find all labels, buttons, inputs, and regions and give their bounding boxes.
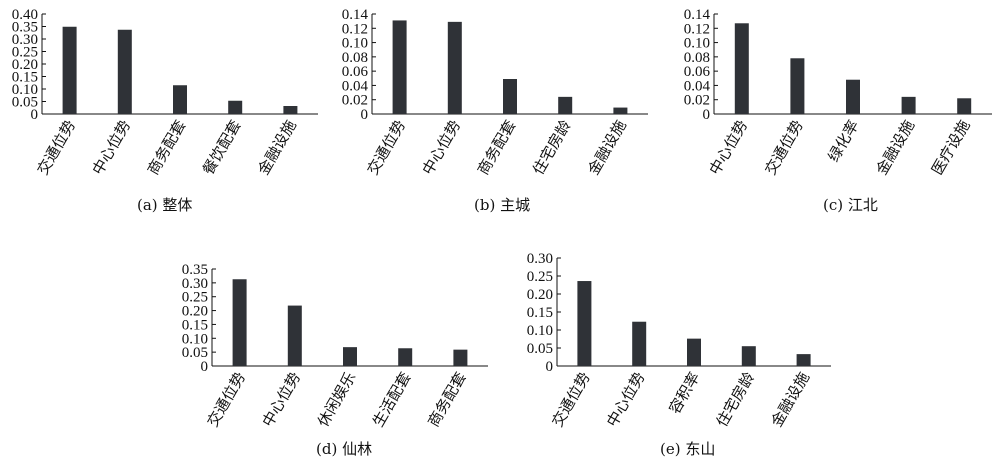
chart-d-ytick-label: 0.05 <box>182 345 208 361</box>
chart-b-bar <box>613 107 628 114</box>
chart-b-ytick-label: 0.06 <box>342 64 369 80</box>
chart-a-bar <box>62 26 77 114</box>
chart-a-bar <box>228 100 243 114</box>
chart-a-ytick-label: 0.05 <box>12 95 38 111</box>
chart-b-ytick-label: 0 <box>361 107 369 123</box>
chart-c-bar <box>901 96 916 114</box>
chart-e-bar <box>796 354 811 366</box>
chart-d-bar <box>343 347 357 366</box>
chart-d-bar <box>232 279 247 366</box>
chart-a-ytick-label: 0.20 <box>12 57 38 73</box>
chart-b-ytick-label: 0.08 <box>342 50 368 66</box>
chart-e-category-label: 中心位势 <box>603 369 649 430</box>
chart-e-ytick-label: 0.05 <box>527 341 553 357</box>
chart-e-ytick-label: 0.10 <box>527 323 553 339</box>
chart-b-bar <box>392 20 407 114</box>
chart-e-category-label: 容积率 <box>665 369 703 417</box>
chart-a-ytick-label: 0 <box>31 107 39 123</box>
chart-a-ytick-label: 0.30 <box>12 32 38 48</box>
chart-c-bar <box>957 98 972 114</box>
chart-e-bar <box>687 338 701 366</box>
chart-d-ytick-label: 0.10 <box>182 331 208 347</box>
chart-e-bar <box>741 346 756 366</box>
chart-e-ytick-label: 0.20 <box>527 287 553 303</box>
chart-d-bar <box>398 348 413 366</box>
chart-b-ytick-label: 0.12 <box>342 21 368 37</box>
chart-a-ytick-label: 0.40 <box>12 7 38 23</box>
chart-e-bar <box>632 321 647 366</box>
chart-e-caption: (e) 东山 <box>660 440 716 458</box>
chart-b-ytick-label: 0.10 <box>342 36 368 52</box>
chart-c-ytick-label: 0.10 <box>684 36 710 52</box>
chart-d-bar <box>453 349 468 366</box>
chart-b-ytick-label: 0.02 <box>342 93 368 109</box>
chart-b-ytick-label: 0.04 <box>342 78 369 94</box>
chart-c-ytick-label: 0.06 <box>684 64 711 80</box>
chart-e-category-label: 金融设施 <box>767 369 813 430</box>
chart-e-ytick-label: 0.30 <box>527 251 553 267</box>
chart-a-ytick-label: 0.35 <box>12 20 38 36</box>
chart-d-ytick-label: 0.15 <box>182 317 208 333</box>
chart-a-bar <box>117 29 132 114</box>
chart-c-bar <box>846 79 860 114</box>
chart-e-bar <box>577 281 592 366</box>
chart-c-caption: (c) 江北 <box>823 196 878 214</box>
chart-b-bar <box>503 79 517 114</box>
chart-a-bar <box>173 85 187 114</box>
chart-b-bar <box>558 96 573 114</box>
chart-a-caption: (a) 整体 <box>137 196 193 214</box>
chart-c-ytick-label: 0.08 <box>684 50 710 66</box>
chart-e-ytick-label: 0 <box>546 359 554 375</box>
chart-c-bar <box>734 23 749 115</box>
chart-d-ytick-label: 0 <box>201 359 209 375</box>
chart-a-ytick-label: 0.10 <box>12 82 38 98</box>
chart-d-ytick-label: 0.30 <box>182 276 208 292</box>
chart-d-bar <box>287 305 302 366</box>
chart-e-category-label: 住宅房龄 <box>713 369 759 430</box>
chart-d-caption: (d) 仙林 <box>316 440 373 458</box>
chart-b-ytick-label: 0.14 <box>342 7 369 23</box>
chart-a-ytick-label: 0.25 <box>12 45 38 61</box>
chart-a-ytick-label: 0.15 <box>12 70 38 86</box>
chart-c-ytick-label: 0 <box>703 107 711 123</box>
chart-e-category-label: 交通位势 <box>548 369 594 430</box>
chart-d-ytick-label: 0.20 <box>182 304 208 320</box>
chart-c-ytick-label: 0.04 <box>684 78 711 94</box>
chart-c-ytick-label: 0.12 <box>684 21 710 37</box>
chart-a-bar <box>283 106 298 114</box>
chart-c-bar <box>790 58 805 114</box>
chart-d-ytick-label: 0.35 <box>182 262 208 278</box>
chart-e-ytick-label: 0.25 <box>527 269 553 285</box>
chart-b-bar <box>447 21 462 114</box>
chart-c-ytick-label: 0.02 <box>684 93 710 109</box>
chart-b-caption: (b) 主城 <box>474 196 531 214</box>
chart-c-ytick-label: 0.14 <box>684 7 711 23</box>
chart-e-ytick-label: 0.15 <box>527 305 553 321</box>
chart-d-ytick-label: 0.25 <box>182 290 208 306</box>
